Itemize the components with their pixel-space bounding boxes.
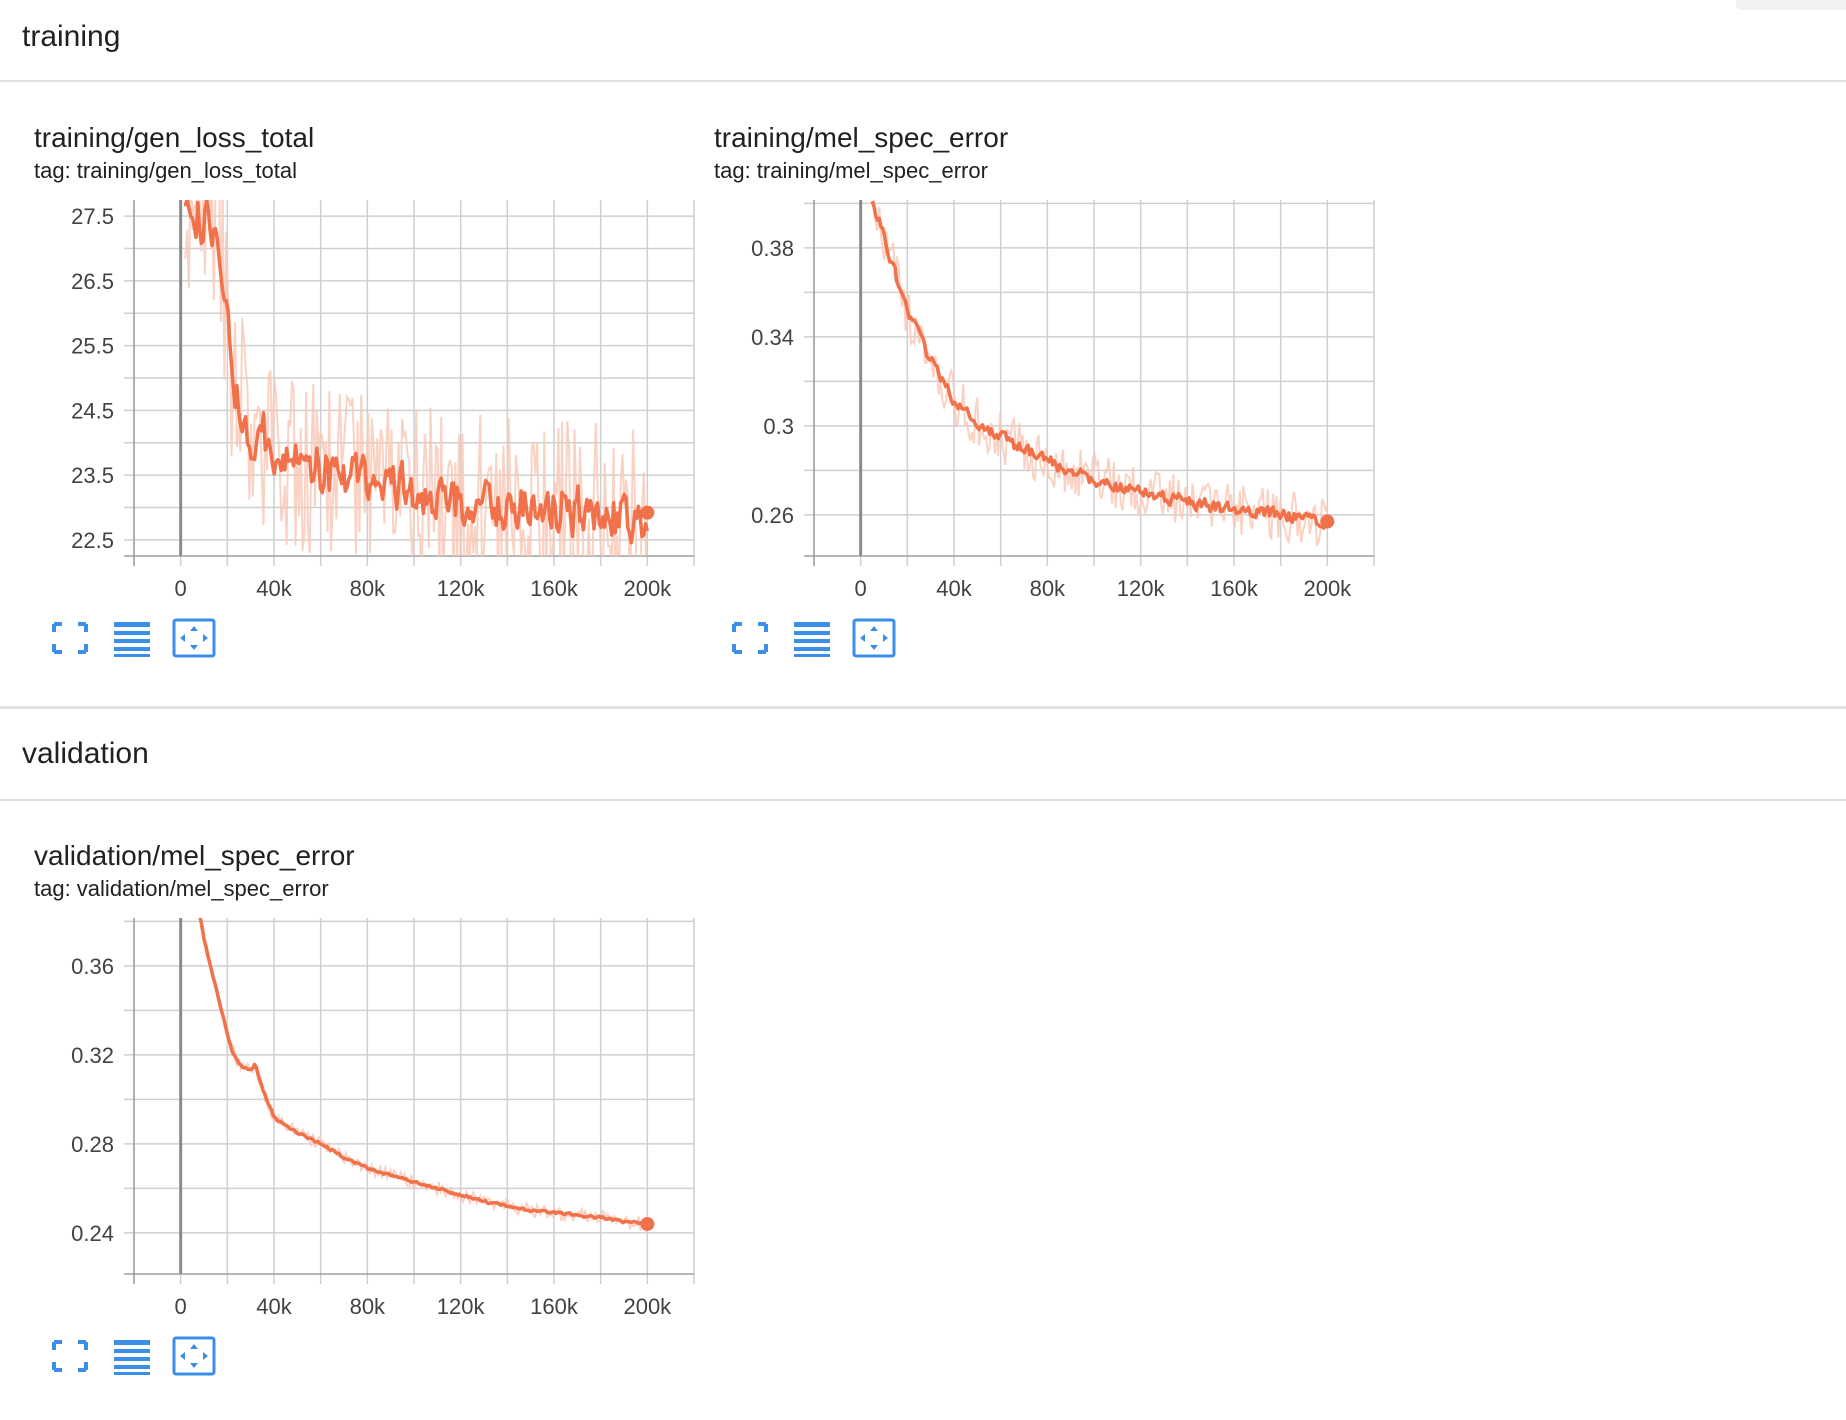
expand-button[interactable] xyxy=(48,618,92,658)
x-tick-label: 120k xyxy=(1117,576,1166,600)
y-tick-label: 0.36 xyxy=(71,954,114,979)
series-line xyxy=(183,200,650,545)
series-end-point xyxy=(640,505,655,520)
fit-domain-button[interactable] xyxy=(852,618,896,658)
x-tick-label: 40k xyxy=(256,1294,292,1318)
x-tick-label: 0 xyxy=(175,1294,187,1318)
x-tick-label: 200k xyxy=(1303,576,1352,600)
series-line xyxy=(198,918,649,1226)
data-table-button[interactable] xyxy=(790,618,834,658)
y-tick-label: 0.34 xyxy=(751,325,794,350)
fit-domain-button[interactable] xyxy=(172,618,216,658)
x-tick-label: 200k xyxy=(623,576,672,600)
data-table-icon xyxy=(794,622,830,657)
x-tick-label: 120k xyxy=(437,576,486,600)
expand-icon xyxy=(732,622,768,654)
x-tick-label: 80k xyxy=(350,576,386,600)
x-tick-label: 160k xyxy=(530,1294,579,1318)
series-raw-line xyxy=(184,200,648,556)
fit-domain-icon xyxy=(172,618,216,658)
series-end-point xyxy=(640,1216,655,1231)
x-tick-label: 80k xyxy=(350,1294,386,1318)
y-tick-label: 23.5 xyxy=(71,463,114,488)
y-tick-label: 0.26 xyxy=(751,503,794,528)
data-table-button[interactable] xyxy=(110,618,154,658)
series-raw-line xyxy=(873,200,1329,547)
expand-icon xyxy=(52,622,88,654)
fit-domain-icon xyxy=(852,618,896,658)
y-tick-label: 0.3 xyxy=(763,414,794,439)
y-tick-label: 0.38 xyxy=(751,236,794,261)
y-tick-label: 0.32 xyxy=(71,1043,114,1068)
section-title-validation: validation xyxy=(22,737,149,770)
chart-card-train-mel: training/mel_spec_error tag: training/me… xyxy=(680,122,1375,702)
x-tick-label: 120k xyxy=(437,1294,486,1318)
expand-icon xyxy=(52,1340,88,1372)
chart-card-val-mel: validation/mel_spec_error tag: validatio… xyxy=(0,840,695,1420)
x-tick-label: 40k xyxy=(936,576,972,600)
x-tick-label: 200k xyxy=(623,1294,672,1318)
training-section-header[interactable]: training xyxy=(0,0,1846,82)
chart-title: training/mel_spec_error xyxy=(714,122,1009,153)
fit-domain-button[interactable] xyxy=(172,1336,216,1376)
y-tick-label: 22.5 xyxy=(71,528,114,553)
x-tick-label: 40k xyxy=(256,576,292,600)
chart-tag: tag: training/gen_loss_total xyxy=(34,158,297,183)
data-table-icon xyxy=(114,622,150,657)
x-tick-label: 0 xyxy=(855,576,867,600)
data-table-button[interactable] xyxy=(110,1336,154,1376)
chart-plot-train-mel[interactable]: 0.26 0.3 0.34 0.38 0 40k 80k 120k 160k 200k xyxy=(680,200,1380,600)
chart-tag: tag: validation/mel_spec_error xyxy=(34,876,329,901)
y-tick-label: 27.5 xyxy=(71,204,114,229)
y-tick-label: 24.5 xyxy=(71,398,114,423)
x-tick-label: 160k xyxy=(530,576,579,600)
fit-domain-icon xyxy=(172,1336,216,1376)
y-tick-label: 25.5 xyxy=(71,334,114,359)
series-line xyxy=(870,200,1329,530)
top-right-shade xyxy=(1736,0,1846,10)
chart-title: validation/mel_spec_error xyxy=(34,840,355,871)
validation-section-header[interactable]: validation xyxy=(0,709,1846,801)
y-tick-label: 26.5 xyxy=(71,269,114,294)
section-divider xyxy=(0,706,1846,709)
chart-plot-val-mel[interactable]: 0.24 0.28 0.32 0.36 0 40k 80k 120k 160k 200k xyxy=(0,918,700,1318)
expand-button[interactable] xyxy=(48,1336,92,1376)
data-table-icon xyxy=(114,1340,150,1375)
x-tick-label: 80k xyxy=(1030,576,1066,600)
y-tick-label: 0.24 xyxy=(71,1221,114,1246)
y-tick-label: 0.28 xyxy=(71,1132,114,1157)
expand-button[interactable] xyxy=(728,618,772,658)
chart-card-gen-loss: training/gen_loss_total tag: training/ge… xyxy=(0,122,695,702)
section-title-training: training xyxy=(22,20,121,53)
chart-title: training/gen_loss_total xyxy=(34,122,315,153)
series-end-point xyxy=(1320,514,1335,529)
x-tick-label: 0 xyxy=(175,576,187,600)
series-raw-line xyxy=(198,918,649,1233)
chart-tag: tag: training/mel_spec_error xyxy=(714,158,988,183)
x-tick-label: 160k xyxy=(1210,576,1259,600)
chart-plot-gen-loss[interactable]: 22.5 23.5 24.5 25.5 26.5 27.5 0 40k 80k 120k 160k 2… xyxy=(0,200,700,600)
